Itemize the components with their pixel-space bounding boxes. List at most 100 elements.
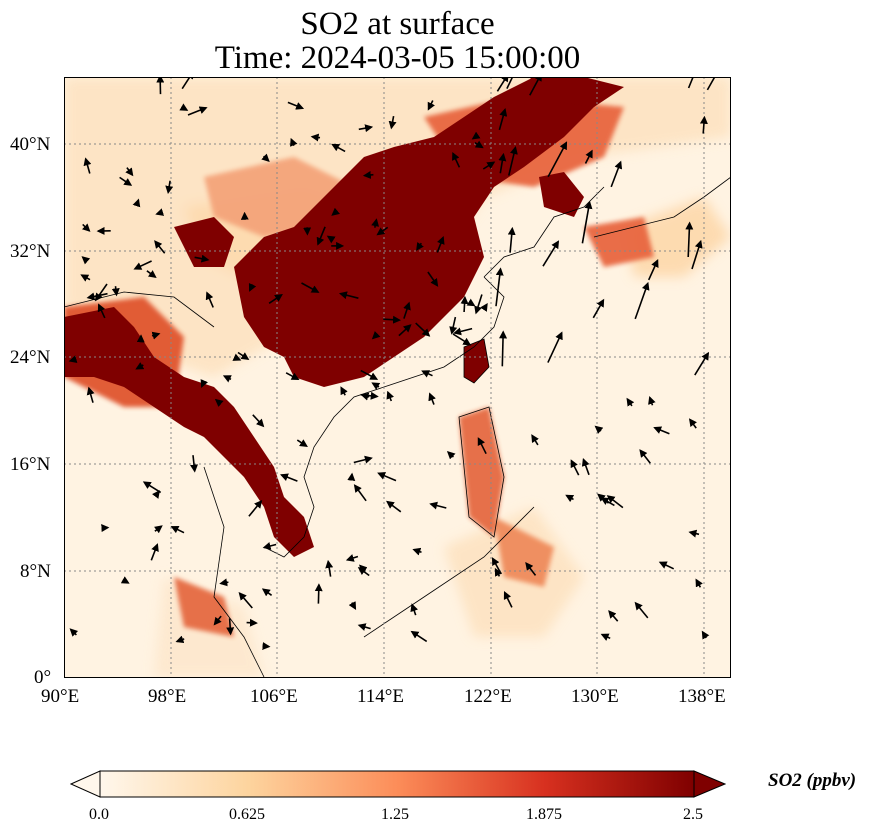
map-svg — [64, 77, 731, 678]
wind-arrow — [377, 472, 397, 482]
colorbar-extend-min — [69, 770, 101, 798]
wind-arrow — [194, 254, 210, 263]
wind-arrow — [421, 370, 433, 378]
chart-title-line2: Time: 2024-03-05 15:00:00 — [214, 40, 581, 76]
colorbar-tick-label: 0.625 — [229, 806, 265, 823]
wind-arrow — [610, 160, 623, 188]
wind-arrow — [600, 633, 611, 641]
wind-arrow — [325, 559, 334, 577]
colorbar-svg — [69, 770, 727, 798]
wind-arrow — [360, 369, 379, 380]
wind-arrow — [398, 324, 412, 337]
wind-arrow — [213, 615, 222, 626]
wind-arrow — [68, 355, 78, 364]
wind-arrow — [688, 529, 700, 538]
wind-arrow — [474, 294, 483, 315]
colorbar-title: SO2 (ppbv) — [768, 770, 857, 791]
wind-arrow — [371, 382, 381, 390]
wind-arrow — [383, 315, 401, 324]
wind-arrow — [347, 472, 356, 482]
wind-arrow — [360, 391, 379, 400]
wind-arrow — [701, 630, 710, 640]
wind-arrow — [226, 618, 235, 636]
wind-arrow — [371, 330, 381, 340]
colorbar-extend-max — [693, 770, 727, 798]
wind-arrow — [547, 331, 563, 363]
wind-arrow — [581, 200, 593, 244]
wind-arrow — [594, 425, 604, 434]
wind-arrow — [452, 333, 472, 346]
lat-tick-label: 24°N — [10, 347, 51, 368]
wind-arrow — [358, 124, 374, 133]
wind-arrow — [214, 398, 224, 408]
wind-arrow — [125, 167, 134, 177]
wind-arrow — [525, 562, 537, 576]
lon-tick-label: 98°E — [148, 686, 187, 707]
wind-arrow — [142, 481, 162, 494]
wind-arrow — [653, 426, 670, 435]
wind-arrow — [170, 526, 185, 534]
wind-arrow — [357, 623, 371, 631]
wind-arrow — [460, 295, 469, 313]
wind-arrow — [600, 497, 615, 507]
wind-arrow — [94, 283, 108, 302]
wind-arrow — [154, 240, 166, 254]
wind-arrow — [531, 434, 539, 446]
wind-arrow — [565, 494, 575, 503]
wind-arrow — [81, 256, 91, 265]
wind-arrow — [466, 298, 476, 307]
wind-arrow — [232, 353, 242, 361]
wind-arrow — [314, 583, 323, 604]
wind-arrow — [331, 143, 346, 153]
wind-arrow — [358, 564, 368, 573]
wind-arrow — [111, 286, 120, 297]
wind-arrow — [80, 274, 91, 282]
wind-arrow — [410, 603, 418, 616]
wind-arrow — [205, 291, 214, 308]
colorbar-tick-label: 1.25 — [381, 806, 409, 823]
wind-arrow — [316, 226, 326, 246]
wind-arrow — [584, 149, 593, 164]
wind-arrow — [471, 131, 481, 140]
wind-arrow — [151, 331, 161, 340]
so2-map — [64, 77, 731, 678]
wind-arrow — [146, 270, 157, 279]
wind-arrow — [150, 543, 159, 561]
wind-arrow — [694, 351, 710, 376]
wind-arrow — [132, 198, 141, 208]
wind-arrow — [507, 226, 516, 253]
wind-arrow — [452, 151, 461, 168]
wind-arrow — [449, 316, 458, 335]
wind-arrow — [688, 418, 697, 429]
wind-arrow — [371, 218, 380, 228]
wind-arrow — [362, 170, 374, 179]
wind-arrow — [648, 395, 656, 406]
wind-arrow — [658, 561, 675, 570]
wind-arrow — [494, 567, 503, 577]
wind-arrow — [190, 455, 198, 473]
wind-arrow — [290, 137, 298, 147]
wind-arrow — [268, 294, 283, 304]
wind-arrow — [699, 115, 708, 134]
wind-arrow — [345, 554, 359, 562]
wind-arrow — [280, 473, 298, 482]
wind-arrow — [86, 386, 95, 403]
wind-arrow — [386, 500, 402, 513]
wind-arrow — [120, 576, 130, 584]
colorbar — [69, 770, 727, 798]
chart-title-line1: SO2 at surface — [300, 6, 495, 42]
lon-tick-label: 106°E — [250, 686, 298, 707]
wind-arrow — [175, 635, 185, 644]
wind-arrow — [165, 180, 174, 194]
wind-arrow — [301, 282, 320, 293]
wind-arrow — [498, 108, 508, 131]
wind-arrow — [542, 240, 560, 267]
wind-arrow — [499, 330, 508, 367]
wind-arrow — [634, 601, 649, 619]
wind-arrow — [634, 281, 650, 320]
wind-arrow — [691, 239, 703, 270]
wind-arrow — [326, 235, 336, 244]
colorbar-tick-label: 0.0 — [89, 806, 109, 823]
wind-arrow — [155, 208, 165, 216]
wind-arrow — [427, 271, 439, 287]
